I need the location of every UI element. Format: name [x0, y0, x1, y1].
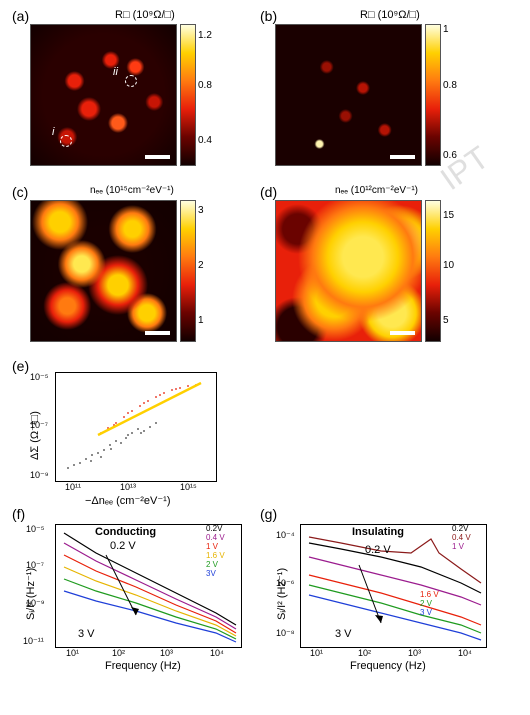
scalebar-a [145, 155, 170, 159]
ytick-e-0: 10⁻⁹ [30, 470, 49, 481]
cbar-title-d: nₑₑ (10¹²cm⁻²eV⁻¹) [335, 185, 418, 196]
colorbar-d [425, 200, 441, 342]
xtick-g-3: 10⁴ [458, 648, 472, 658]
cbar-tick-a-2: 1.2 [198, 30, 212, 41]
cbar-tick-d-1: 10 [443, 260, 454, 271]
xtick-g-0: 10¹ [310, 648, 323, 658]
cbar-tick-b-0: 0.6 [443, 150, 457, 161]
panel-label-e: (e) [12, 358, 29, 374]
heatmap-b [275, 24, 422, 166]
xlabel-e: −Δnₑₑ (cm⁻²eV⁻¹) [85, 494, 171, 507]
ytick-f-1: 10⁻⁹ [26, 598, 45, 609]
marker-i-label: i [52, 126, 54, 138]
xlabel-g: Frequency (Hz) [350, 660, 426, 672]
panel-label-c: (c) [12, 184, 28, 200]
title-g: Insulating [352, 526, 404, 538]
xtick-g-2: 10³ [408, 648, 421, 658]
ytick-f-0: 10⁻¹¹ [23, 636, 44, 647]
cbar-tick-a-0: 0.4 [198, 135, 212, 146]
xtick-e-1: 10¹³ [120, 482, 136, 492]
colorbar-c [180, 200, 196, 342]
cbar-tick-c-2: 3 [198, 205, 204, 216]
panel-label-b: (b) [260, 8, 277, 24]
xtick-f-2: 10³ [160, 648, 173, 658]
scalebar-c [145, 331, 170, 335]
scalebar-d [390, 331, 415, 335]
marker-i [60, 135, 72, 147]
ylabel-f: Sᵢ/I² (Hz⁻¹) [24, 568, 37, 620]
xtick-f-0: 10¹ [66, 648, 79, 658]
legend-f: 0.2V 0.4 V 1 V 1.6 V 2 V 3V [206, 524, 225, 578]
anno-f-top: 0.2 V [110, 540, 136, 552]
ylabel-e: ΔΣ (Ω⁻¹□) [28, 411, 41, 460]
watermark: IPT [434, 139, 496, 198]
ytick-f-2: 10⁻⁷ [26, 560, 44, 571]
ytick-g-2: 10⁻⁴ [276, 530, 295, 541]
ylabel-g: Sᵢ/I² (Hz⁻¹) [275, 568, 288, 620]
legend-g-bot: 1.6 V 2 V 3 V [420, 590, 439, 617]
xlabel-f: Frequency (Hz) [105, 660, 181, 672]
cbar-tick-a-1: 0.8 [198, 80, 212, 91]
cbar-tick-d-0: 5 [443, 315, 449, 326]
panel-label-a: (a) [12, 8, 29, 24]
panel-label-g: (g) [260, 506, 277, 522]
panel-label-d: (d) [260, 184, 277, 200]
heatmap-c [30, 200, 177, 342]
ytick-e-2: 10⁻⁵ [30, 372, 49, 383]
colorbar-a [180, 24, 196, 166]
xtick-e-0: 10¹¹ [65, 482, 81, 492]
marker-ii [125, 75, 137, 87]
legend-g-top: 0.2V 0.4 V 1 V [452, 524, 471, 551]
ytick-g-0: 10⁻⁸ [276, 628, 295, 639]
cbar-tick-b-2: 1 [443, 24, 449, 35]
xtick-f-3: 10⁴ [210, 648, 224, 658]
heatmap-a [30, 24, 177, 166]
plot-e [55, 372, 217, 482]
heatmap-d [275, 200, 422, 342]
ytick-g-1: 10⁻⁶ [276, 578, 294, 589]
colorbar-b [425, 24, 441, 166]
xtick-e-2: 10¹⁵ [180, 482, 197, 492]
ytick-e-1: 10⁻⁷ [30, 420, 48, 431]
anno-g-top: 0.2 V [365, 544, 391, 556]
cbar-tick-d-2: 15 [443, 210, 454, 221]
anno-g-bot: 3 V [335, 628, 352, 640]
cbar-tick-c-0: 1 [198, 315, 204, 326]
anno-f-bot: 3 V [78, 628, 95, 640]
scalebar-b [390, 155, 415, 159]
xtick-g-1: 10² [358, 648, 371, 658]
title-f: Conducting [95, 526, 156, 538]
ytick-f-3: 10⁻⁵ [26, 524, 45, 535]
cbar-tick-b-1: 0.8 [443, 80, 457, 91]
xtick-f-1: 10² [112, 648, 125, 658]
cbar-title-a: R□ (10⁹Ω/□) [115, 9, 175, 21]
marker-ii-label: ii [113, 66, 118, 78]
scatter-e [56, 373, 216, 481]
panel-label-f: (f) [12, 506, 25, 522]
cbar-title-c: nₑₑ (10¹⁵cm⁻²eV⁻¹) [90, 185, 174, 196]
cbar-title-b: R□ (10⁹Ω/□) [360, 9, 420, 21]
cbar-tick-c-1: 2 [198, 260, 204, 271]
